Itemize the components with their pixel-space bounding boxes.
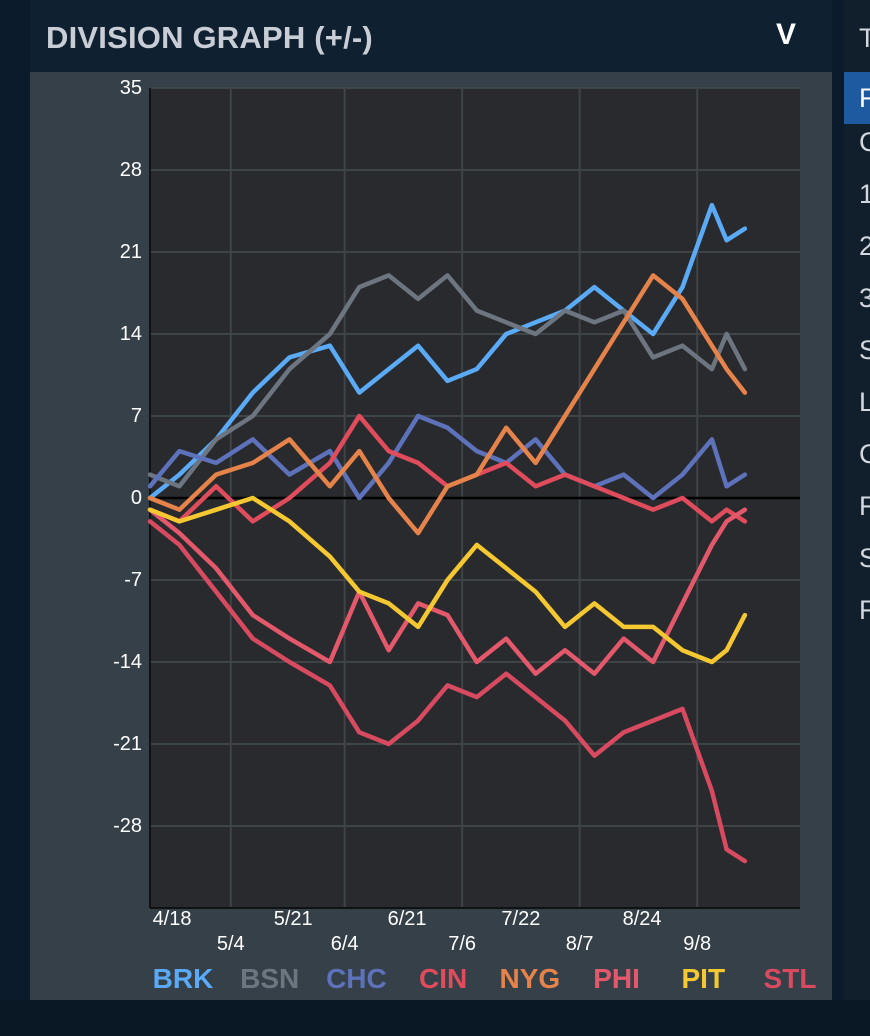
panel-header: DIVISION GRAPH (+/-) V	[30, 0, 832, 72]
side-list-item[interactable]: 2	[859, 231, 870, 261]
side-list-item[interactable]: S	[859, 543, 870, 573]
side-list-item[interactable]: F	[844, 72, 870, 124]
x-tick-label: 6/4	[331, 933, 359, 955]
side-list-item[interactable]: F	[859, 595, 870, 625]
side-list-item[interactable]: C	[859, 439, 870, 469]
side-list-item[interactable]: F	[859, 491, 870, 521]
legend-phi[interactable]: PHI	[593, 963, 640, 994]
x-tick-label: 4/18	[153, 908, 192, 930]
legend-chc[interactable]: CHC	[326, 963, 387, 994]
legend-stl[interactable]: STL	[764, 963, 817, 994]
series-line-phi	[147, 507, 748, 676]
series-line-pit	[147, 495, 748, 665]
chart-area: 35 28 21 14 7 0 -7 -14 -21 -28 4/18 5/4 5/21 6/4 6/21 7…	[30, 72, 832, 1000]
legend-cin[interactable]: CIN	[419, 963, 467, 994]
x-tick-label: 5/4	[217, 933, 245, 955]
x-tick-label: 7/22	[501, 908, 540, 930]
y-tick-label: -7	[124, 569, 142, 591]
y-tick-label: 35	[120, 77, 142, 99]
x-tick-label: 7/6	[448, 933, 476, 955]
side-list-item[interactable]: S	[859, 335, 870, 365]
x-tick-label: 6/21	[388, 908, 427, 930]
series-line-chc	[147, 413, 748, 501]
y-tick-label: -21	[113, 733, 142, 755]
y-tick-label: -14	[113, 651, 142, 673]
y-tick-label: 14	[120, 323, 142, 345]
side-list-item[interactable]: L	[859, 387, 870, 417]
series-line-bsn	[147, 273, 748, 489]
division-line-chart: 35 28 21 14 7 0 -7 -14 -21 -28 4/18 5/4 5/21 6/4 6/21 7…	[113, 77, 817, 994]
legend-pit[interactable]: PIT	[682, 963, 726, 994]
x-tick-label: 9/8	[683, 933, 711, 955]
side-list-item[interactable]: 1	[859, 179, 870, 209]
legend-nyg[interactable]: NYG	[500, 963, 561, 994]
y-tick-label: 7	[131, 405, 142, 427]
legend-brk[interactable]: BRK	[153, 963, 214, 994]
side-list-item[interactable]: 3	[859, 283, 870, 313]
series-line-nyg	[147, 273, 748, 536]
y-tick-label: 0	[131, 487, 142, 509]
series-line-brk	[147, 202, 748, 501]
chevron-down-icon[interactable]: V	[775, 18, 796, 51]
side-list-item[interactable]: C	[859, 127, 870, 157]
x-tick-label: 8/7	[566, 933, 594, 955]
series-line-stl	[147, 519, 748, 864]
panel-title: DIVISION GRAPH (+/-)	[46, 20, 373, 55]
y-tick-label: -28	[113, 815, 142, 837]
bottom-bar	[0, 1000, 870, 1036]
side-list-header: T	[859, 23, 870, 53]
division-graph-panel: DIVISION GRAPH (+/-) V 35 28 21 14 7 0 -7 -14 -2…	[30, 0, 832, 1000]
x-tick-label: 8/24	[623, 908, 662, 930]
x-tick-label: 5/21	[274, 908, 313, 930]
y-tick-label: 28	[120, 159, 142, 181]
legend-bsn[interactable]: BSN	[240, 963, 299, 994]
y-tick-label: 21	[120, 241, 142, 263]
